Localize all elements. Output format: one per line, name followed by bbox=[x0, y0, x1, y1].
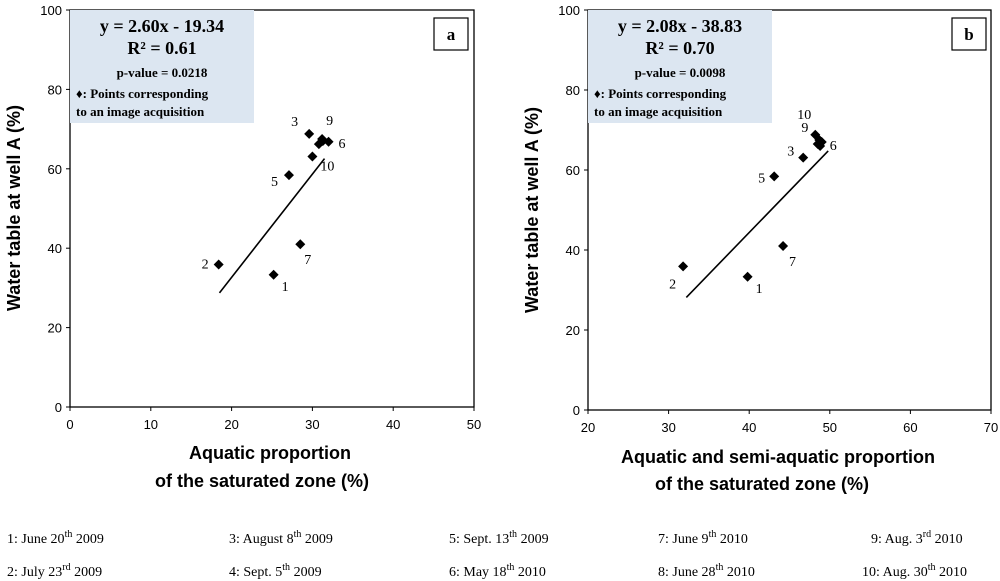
panel-a-plot-frame bbox=[69, 9, 475, 408]
panel-b-ytick-label: 100 bbox=[558, 3, 580, 18]
legend-item-10: 10: Aug. 30th 2010 bbox=[862, 562, 967, 580]
panel-b-xtick-label: 30 bbox=[661, 420, 675, 435]
panel-a-ytick-label: 0 bbox=[55, 400, 62, 415]
panel-b-point-5 bbox=[769, 171, 780, 182]
panel-b-point-label-2: 2 bbox=[669, 277, 676, 292]
panel-a-xtick-label: 0 bbox=[66, 417, 73, 432]
panel-b-point-label-9: 9 bbox=[801, 121, 808, 136]
panel-b-point-label-5: 5 bbox=[758, 171, 765, 186]
panel-b-note-line2: to an image acquisition bbox=[594, 104, 723, 119]
panel-b-xtick-label: 50 bbox=[823, 420, 837, 435]
panel-b-xtick-label: 60 bbox=[903, 420, 917, 435]
panel-b-point-label-6: 6 bbox=[830, 139, 837, 154]
panel-a-point-7 bbox=[295, 239, 306, 250]
panel-b-ytick-label: 60 bbox=[566, 163, 580, 178]
panel-a-point-label-5: 5 bbox=[271, 175, 278, 190]
panel-b-ytick-label: 80 bbox=[566, 83, 580, 98]
panel-a-equation: y = 2.60x - 19.34 bbox=[100, 16, 224, 36]
panel-a-ytick-label: 60 bbox=[48, 162, 62, 177]
panel-b-point-label-3: 3 bbox=[787, 145, 794, 160]
panel-b-equation: y = 2.08x - 38.83 bbox=[618, 16, 742, 36]
panel-a-point-label-2: 2 bbox=[202, 257, 209, 272]
legend-item-4: 4: Sept. 5th 2009 bbox=[229, 562, 322, 580]
panel-a-note-line2: to an image acquisition bbox=[76, 104, 205, 119]
panel-b-xlabel-line2: of the saturated zone (%) bbox=[655, 474, 869, 494]
panel-a-xtick-label: 10 bbox=[144, 417, 158, 432]
panel-b-plot-frame bbox=[587, 9, 992, 411]
panel-b-r2: R² = 0.70 bbox=[645, 38, 714, 58]
panel-b-point-1 bbox=[742, 271, 753, 282]
panel-a-point-1 bbox=[268, 269, 279, 280]
panel-a-xtick-label: 40 bbox=[386, 417, 400, 432]
legend-item-5: 5: Sept. 13th 2009 bbox=[449, 529, 549, 547]
panel-a-r2: R² = 0.61 bbox=[127, 38, 196, 58]
date-legend: 1: June 20th 2009 3: August 8th 2009 5: … bbox=[7, 529, 967, 580]
panel-b-point-7 bbox=[778, 241, 789, 251]
panel-b-point-label-1: 1 bbox=[756, 282, 763, 297]
legend-item-3: 3: August 8th 2009 bbox=[229, 529, 333, 547]
legend-item-9: 9: Aug. 3rd 2010 bbox=[871, 529, 963, 547]
panel-b-point-label-7: 7 bbox=[789, 255, 796, 270]
legend-item-2: 2: July 23rd 2009 bbox=[7, 562, 102, 580]
panel-a-xtick-label: 50 bbox=[467, 417, 481, 432]
panel-b-ytick-label: 40 bbox=[566, 243, 580, 258]
panel-a-point-label-9: 9 bbox=[326, 114, 333, 129]
panel-b-point-3 bbox=[798, 152, 809, 163]
panel-b-ytick-label: 20 bbox=[566, 323, 580, 338]
panel-b-ytick-label: 0 bbox=[573, 403, 580, 418]
panel-a: y = 2.60x - 19.34 R² = 0.61 p-value = 0.… bbox=[4, 3, 481, 491]
panel-a-point-label-3: 3 bbox=[291, 115, 298, 130]
panel-a-xtick-label: 20 bbox=[224, 417, 238, 432]
legend-item-1: 1: June 20th 2009 bbox=[7, 529, 104, 547]
legend-item-8: 8: June 28th 2010 bbox=[658, 562, 755, 580]
panel-a-note-line1: ♦: Points corresponding bbox=[76, 86, 209, 101]
panel-b: y = 2.08x - 38.83 R² = 0.70 p-value = 0.… bbox=[522, 3, 998, 494]
panel-a-point-label-1: 1 bbox=[282, 280, 289, 295]
panel-a-point-label-6: 6 bbox=[339, 137, 346, 152]
panel-a-point-9 bbox=[317, 134, 328, 145]
panel-b-xtick-label: 70 bbox=[984, 420, 998, 435]
panel-a-point-label-7: 7 bbox=[304, 253, 311, 268]
panel-a-ytick-label: 20 bbox=[48, 321, 62, 336]
panel-a-ytick-label: 100 bbox=[40, 3, 62, 18]
panel-a-point-5 bbox=[283, 170, 294, 181]
panel-a-point-label-10: 10 bbox=[320, 159, 334, 174]
panel-a-xlabel-line2: of the saturated zone (%) bbox=[155, 471, 369, 491]
panel-b-xlabel-line1: Aquatic and semi-aquatic proportion bbox=[621, 447, 935, 467]
panel-b-point-8 bbox=[815, 141, 826, 151]
panel-a-annotation-box bbox=[70, 10, 254, 123]
legend-item-7: 7: June 9th 2010 bbox=[658, 529, 748, 547]
panel-a-letter-box bbox=[433, 17, 469, 51]
panel-a-point-2 bbox=[213, 259, 224, 270]
panel-b-xtick-label: 40 bbox=[742, 420, 756, 435]
panel-a-ytick-label: 40 bbox=[48, 241, 62, 256]
panel-b-annotation-box bbox=[588, 10, 772, 123]
panel-b-point-10 bbox=[810, 129, 821, 140]
panel-a-ylabel: Water table at well A (%) bbox=[4, 105, 24, 311]
panel-b-letter: b bbox=[964, 25, 973, 44]
panel-a-ytick-label: 80 bbox=[48, 82, 62, 97]
panel-b-trendline bbox=[685, 150, 829, 298]
panel-b-ylabel: Water table at well A (%) bbox=[522, 107, 542, 313]
panel-b-pvalue: p-value = 0.0098 bbox=[635, 65, 726, 80]
panel-a-trendline bbox=[218, 158, 326, 294]
panel-a-xtick-label: 30 bbox=[305, 417, 319, 432]
panel-a-point-3 bbox=[304, 128, 315, 139]
panel-a-letter: a bbox=[447, 25, 456, 44]
panel-a-xlabel-line1: Aquatic proportion bbox=[189, 443, 351, 463]
panel-b-note-line1: ♦: Points corresponding bbox=[594, 86, 727, 101]
panel-a-point-10 bbox=[307, 151, 318, 162]
legend-item-6: 6: May 18th 2010 bbox=[449, 562, 546, 580]
panel-b-point-label-10: 10 bbox=[797, 108, 811, 123]
panel-b-xtick-label: 20 bbox=[581, 420, 595, 435]
panel-b-point-2 bbox=[678, 261, 689, 272]
panel-a-pvalue: p-value = 0.0218 bbox=[117, 65, 208, 80]
panel-b-letter-box bbox=[951, 17, 987, 51]
